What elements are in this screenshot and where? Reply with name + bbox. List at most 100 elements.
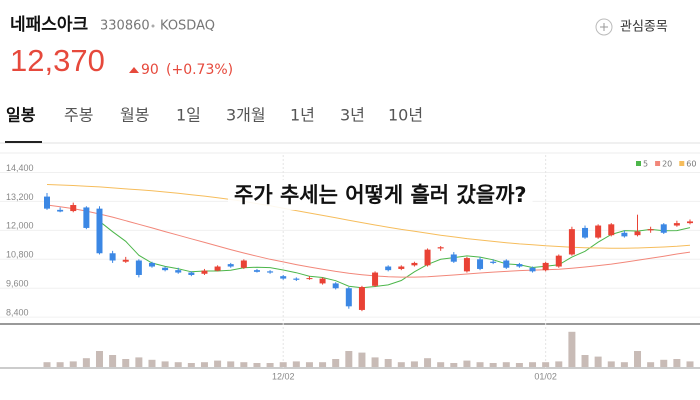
volume-bar bbox=[502, 362, 510, 367]
y-tick-label: 8,400 bbox=[6, 308, 29, 318]
candle-body bbox=[529, 267, 536, 272]
volume-bar bbox=[148, 359, 156, 367]
candle-body bbox=[555, 255, 562, 267]
candle-body bbox=[582, 227, 589, 238]
stock-code: 330860 bbox=[100, 19, 150, 34]
x-tick-label: 12/02 bbox=[272, 371, 295, 381]
volume-bar bbox=[620, 362, 628, 367]
volume-bar bbox=[410, 361, 418, 367]
volume-bar bbox=[634, 351, 642, 367]
period-tab[interactable]: 1년 bbox=[290, 106, 315, 125]
candle-body bbox=[516, 264, 523, 267]
volume-bar bbox=[673, 359, 681, 367]
volume-bar bbox=[568, 331, 576, 367]
candle-body bbox=[253, 270, 260, 272]
candle-body bbox=[188, 272, 195, 275]
stock-market: KOSDAQ bbox=[160, 19, 215, 34]
legend-swatch bbox=[655, 161, 661, 166]
volume-bar bbox=[489, 363, 497, 367]
period-tab[interactable]: 주봉 bbox=[64, 106, 93, 125]
volume-bar bbox=[424, 358, 432, 367]
price-change: 90 bbox=[141, 62, 159, 78]
candle-body bbox=[424, 249, 431, 266]
volume-bar bbox=[122, 359, 130, 367]
volume-bar bbox=[647, 362, 655, 367]
period-tab[interactable]: 3개월 bbox=[226, 106, 266, 125]
volume-bar bbox=[253, 363, 261, 367]
volume-bar bbox=[555, 361, 563, 367]
candle-body bbox=[240, 260, 247, 268]
watch-button[interactable]: 관심종목 bbox=[595, 18, 668, 36]
y-tick-label: 14,400 bbox=[6, 163, 34, 173]
candle-body bbox=[372, 272, 379, 286]
volume-bar bbox=[109, 355, 117, 367]
overlay-text: 주가 추세는 어떻게 흘러 갔을까? bbox=[234, 183, 527, 207]
candle-body bbox=[687, 221, 693, 224]
candle-body bbox=[109, 253, 116, 261]
volume-bar bbox=[358, 352, 366, 367]
moving-average-line bbox=[46, 204, 691, 278]
volume-bar bbox=[332, 359, 340, 367]
volume-bar bbox=[476, 362, 484, 367]
period-tabs: 일봉 주봉 월봉 1일 3개월 1년 3년 10년 bbox=[6, 106, 423, 125]
legend-swatch bbox=[636, 161, 641, 166]
volume-bar bbox=[187, 363, 195, 367]
candle-body bbox=[385, 266, 392, 271]
volume-bar bbox=[686, 361, 694, 367]
volume-bar bbox=[240, 362, 248, 367]
period-tab[interactable]: 월봉 bbox=[120, 106, 149, 125]
period-tab[interactable]: 1일 bbox=[176, 106, 201, 125]
candle-body bbox=[201, 270, 208, 274]
plus-sign bbox=[600, 23, 608, 31]
volume-bar bbox=[529, 362, 537, 367]
stock-name: 네패스아크 bbox=[10, 15, 89, 35]
moving-average-line bbox=[99, 220, 691, 289]
candle-body bbox=[673, 223, 680, 226]
volume-bar bbox=[95, 351, 103, 367]
volume-bar bbox=[227, 361, 235, 367]
candle-body bbox=[148, 262, 155, 267]
candle-body bbox=[345, 288, 352, 307]
volume-bar bbox=[266, 363, 274, 367]
candle-body bbox=[463, 258, 470, 272]
watch-label: 관심종목 bbox=[620, 20, 668, 35]
volume-bar bbox=[305, 362, 313, 367]
moving-average-line bbox=[46, 184, 691, 249]
candle-body bbox=[70, 205, 77, 212]
candle-body bbox=[319, 278, 326, 284]
volume-bar bbox=[214, 360, 222, 367]
volume-bar bbox=[135, 357, 143, 367]
candle-body bbox=[542, 262, 549, 271]
separator-dot bbox=[151, 24, 155, 28]
period-tab[interactable]: 10년 bbox=[388, 106, 423, 125]
candle-body bbox=[57, 209, 64, 212]
volume-bar bbox=[594, 356, 602, 367]
candle-body bbox=[332, 283, 339, 289]
candle-body bbox=[162, 267, 169, 271]
volume-bar bbox=[43, 362, 51, 367]
candle-body bbox=[621, 232, 628, 237]
candle-body bbox=[83, 207, 90, 228]
period-tab[interactable]: 3년 bbox=[340, 106, 365, 125]
volume-bar bbox=[660, 359, 668, 367]
candle-body bbox=[608, 224, 615, 236]
overlay-background bbox=[228, 180, 533, 210]
y-tick-label: 10,800 bbox=[6, 250, 34, 260]
volume-bar bbox=[371, 357, 379, 367]
legend-swatch bbox=[679, 161, 685, 166]
volume-bar bbox=[581, 355, 589, 367]
candle-body bbox=[122, 259, 129, 262]
candle-body bbox=[568, 229, 575, 255]
candle-body bbox=[227, 264, 234, 267]
period-tab[interactable]: 일봉 bbox=[6, 106, 36, 125]
current-price: 12,370 bbox=[10, 43, 105, 78]
candle-body bbox=[358, 287, 365, 310]
candle-body bbox=[306, 278, 313, 280]
volume-bar bbox=[345, 351, 353, 367]
candle-body bbox=[490, 261, 497, 263]
candle-body bbox=[595, 225, 602, 238]
volume-bar bbox=[463, 360, 471, 367]
volume-bar bbox=[384, 359, 392, 367]
price-change-pct: (+0.73%) bbox=[166, 62, 233, 78]
